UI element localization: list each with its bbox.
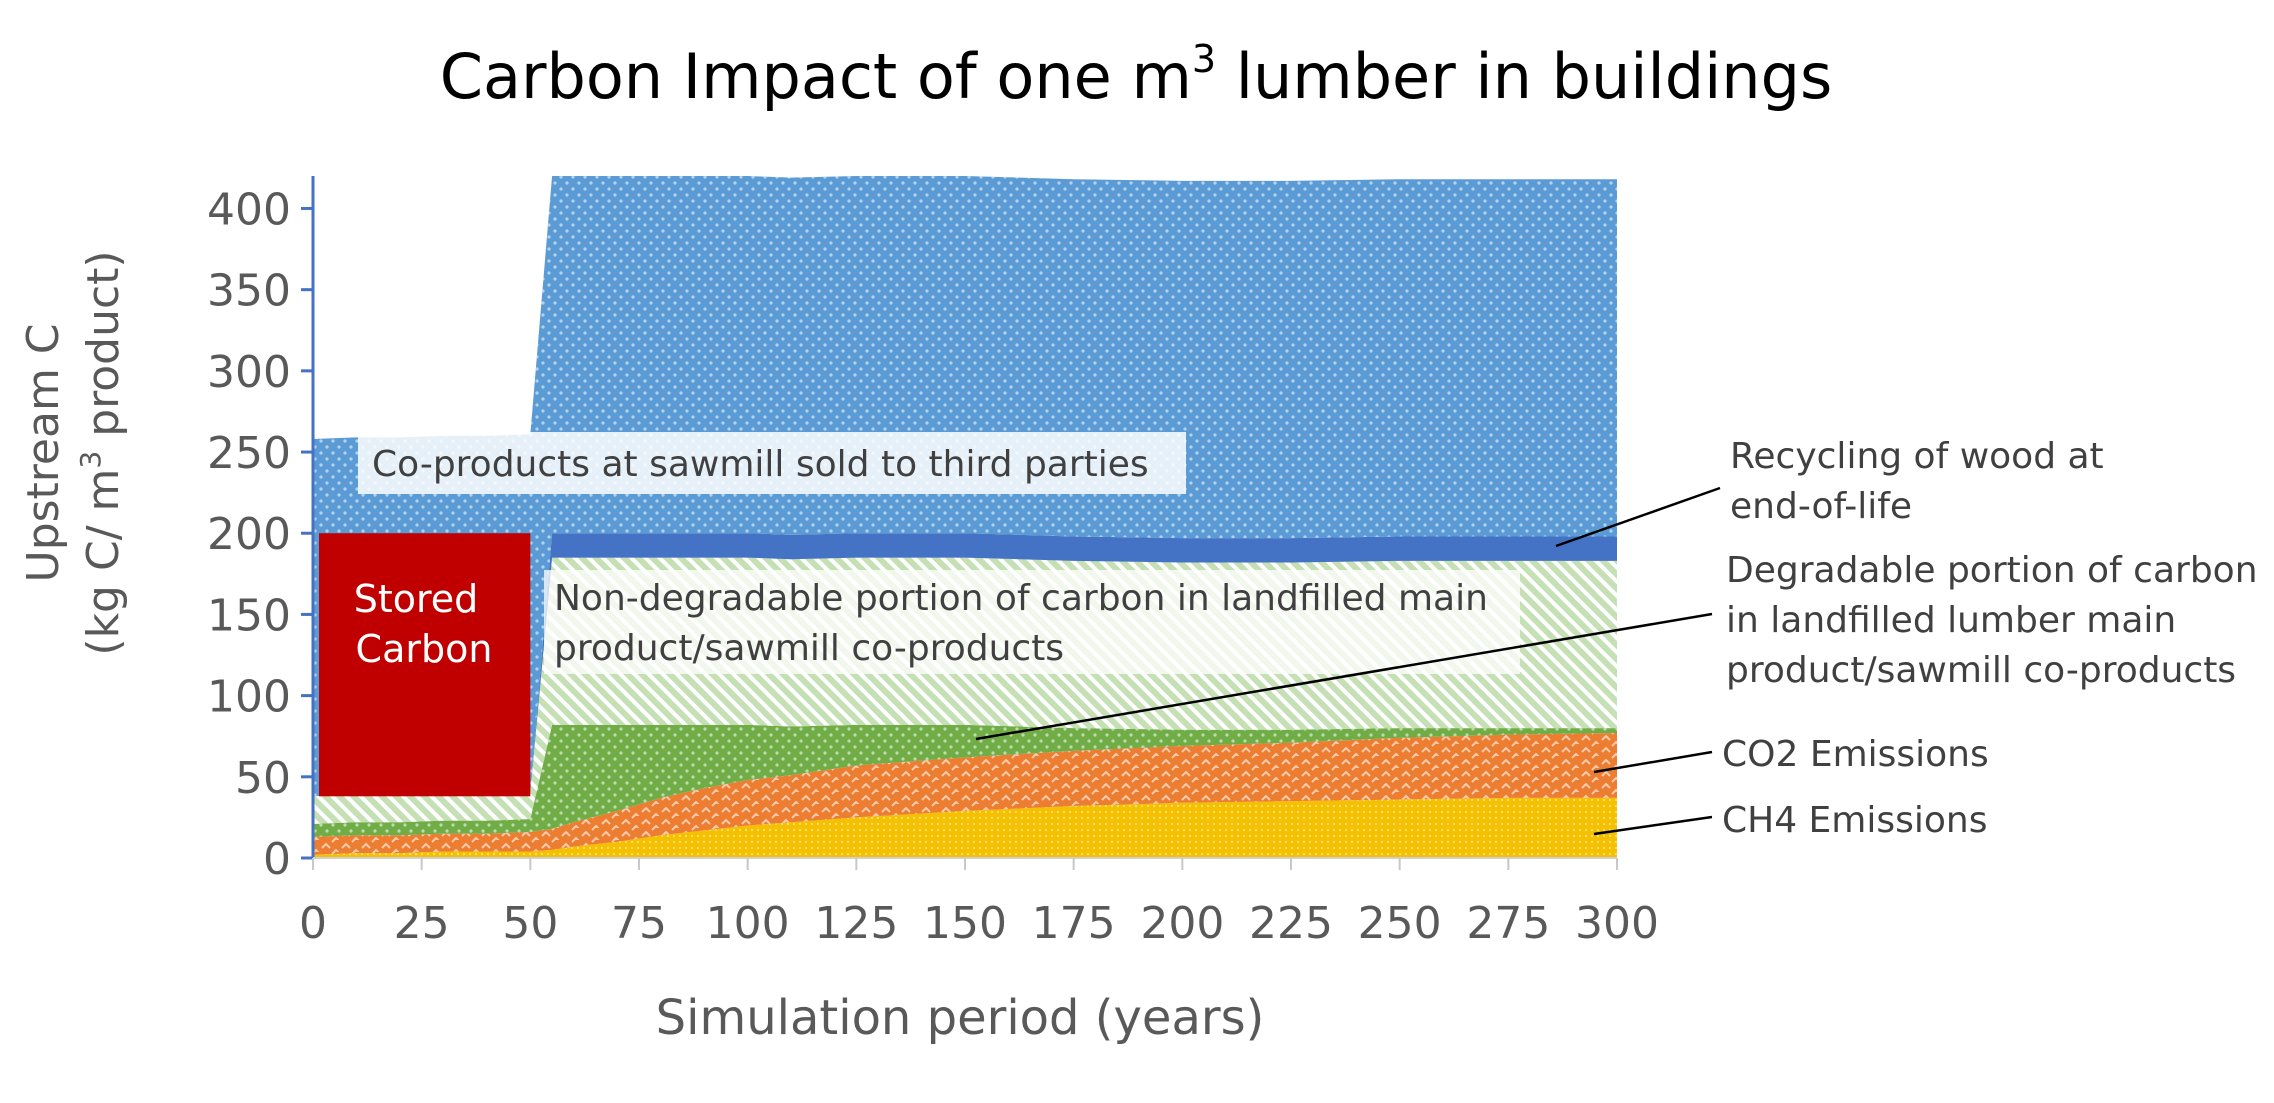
x-tick-label: 75: [611, 898, 667, 949]
y-tick-label: 100: [207, 672, 291, 723]
x-tick-label: 125: [814, 898, 898, 949]
ch4-leader-line: [1593, 815, 1713, 836]
nondegradable-label-bg: [544, 570, 1520, 674]
x-tick-label: 275: [1466, 898, 1550, 949]
x-tick-label: 175: [1032, 898, 1116, 949]
y-tick-label: 350: [207, 266, 291, 317]
coproducts-label: Co-products at sawmill sold to third par…: [372, 444, 1149, 485]
y-axis-label-line2: (kg C/ m3 product): [74, 250, 129, 655]
coproducts-label-bg: [358, 432, 1186, 494]
ch4-annotation: CH4 Emissions: [1722, 800, 1987, 841]
area-recycling: [313, 533, 1617, 797]
stored-carbon-label-line2: Carbon: [356, 627, 493, 671]
y-tick-label: 0: [263, 834, 291, 885]
x-tick-label: 50: [502, 898, 558, 949]
area-pattern-ch4: [313, 797, 1617, 858]
x-tick-label: 250: [1358, 898, 1442, 949]
y-tick-label: 400: [207, 184, 291, 235]
y-tick-label: 200: [207, 509, 291, 560]
nondegradable-label-line1: Non-degradable portion of carbon in land…: [554, 578, 1488, 619]
recycling-annotation-line1: Recycling of wood at: [1730, 436, 2104, 477]
degradable-leader-line: [975, 612, 1713, 741]
y-tick-label: 250: [207, 428, 291, 479]
chart-title: Carbon Impact of one m3 lumber in buildi…: [440, 37, 1833, 113]
recycling-annotation-line2: end-of-life: [1730, 486, 1912, 527]
x-tick-label: 150: [923, 898, 1007, 949]
x-tick-label: 200: [1140, 898, 1224, 949]
x-tick-label: 225: [1249, 898, 1333, 949]
nondegradable-label-line2: product/sawmill co-products: [554, 628, 1064, 669]
recycling-leader-line: [1555, 486, 1721, 548]
x-tick-label: 300: [1575, 898, 1659, 949]
degradable-annotation-line1: Degradable portion of carbon: [1726, 550, 2258, 591]
x-tick-label: 25: [394, 898, 450, 949]
y-tick-label: 150: [207, 590, 291, 641]
y-axis-label-line1: Upstream C: [18, 323, 69, 582]
degradable-annotation-line2: in landfilled lumber main: [1726, 600, 2176, 641]
stored-carbon-label-line1: Stored: [354, 577, 479, 621]
degradable-annotation-line3: product/sawmill co-products: [1726, 650, 2236, 691]
stored-carbon-block: [319, 533, 531, 797]
x-tick-label: 100: [706, 898, 790, 949]
co2-leader-line: [1593, 750, 1713, 774]
area-pattern-co2: [313, 732, 1617, 855]
y-tick-label: 50: [235, 753, 291, 804]
area-pattern-degradable: [313, 724, 1617, 837]
x-tick-label: 0: [299, 898, 327, 949]
y-tick-label: 300: [207, 347, 291, 398]
co2-annotation: CO2 Emissions: [1722, 734, 1989, 775]
x-axis-label: Simulation period (years): [656, 990, 1265, 1046]
